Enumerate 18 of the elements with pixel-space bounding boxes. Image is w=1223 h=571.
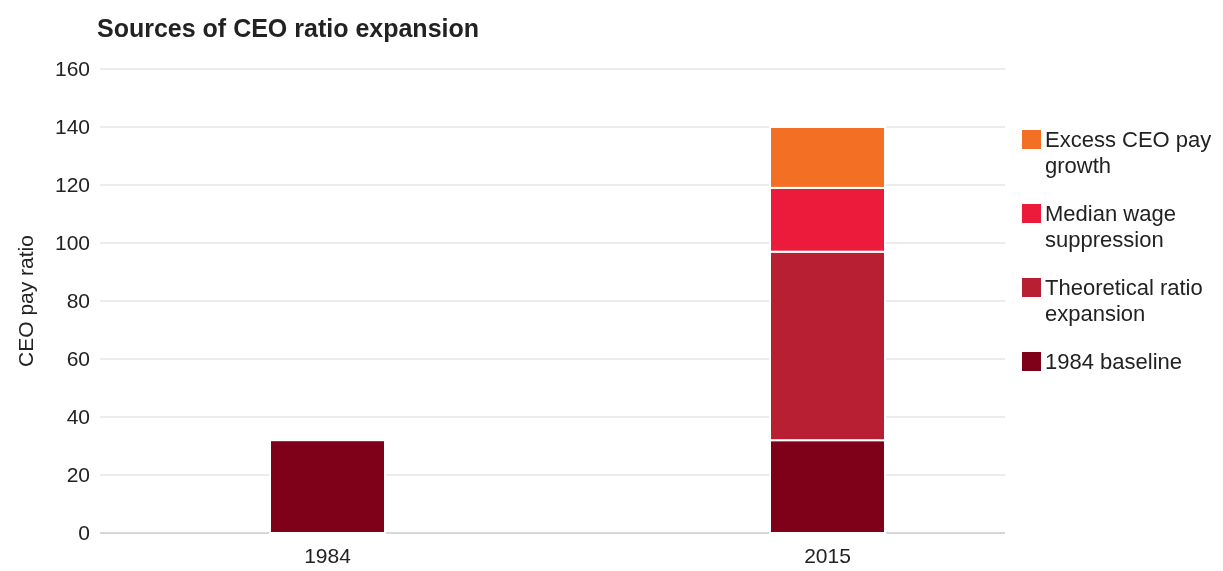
bar: [269, 439, 386, 534]
legend-label: Theoretical ratio expansion: [1045, 275, 1203, 326]
x-tick-label: 2015: [804, 544, 851, 567]
legend-label: 1984 baseline: [1045, 349, 1183, 374]
legend-label: Excess CEO pay growth: [1045, 127, 1212, 178]
y-tick-label: 120: [54, 173, 90, 197]
y-tick-label: 100: [54, 231, 90, 255]
legend-label: Median wage suppression: [1045, 201, 1176, 252]
y-tick-label: 0: [78, 521, 90, 545]
x-tick-label: 1984: [304, 544, 352, 567]
y-tick-label: 140: [54, 115, 90, 139]
y-tick-label: 80: [66, 289, 90, 313]
y-tick-label: 20: [66, 463, 90, 487]
y-tick-label: 160: [54, 57, 90, 81]
y-tick-label: 60: [66, 347, 90, 371]
chart-title: Sources of CEO ratio expansion: [97, 14, 480, 42]
y-tick-label: 40: [66, 405, 90, 429]
y-axis-title: CEO pay ratio: [14, 235, 37, 367]
